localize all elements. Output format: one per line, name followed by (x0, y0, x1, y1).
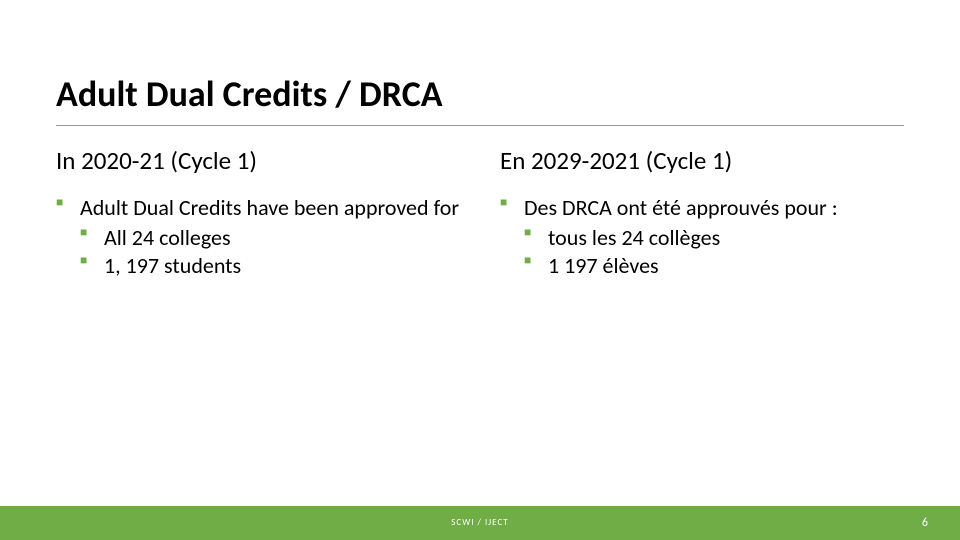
right-heading: En 2029-2021 (Cycle 1) (500, 145, 904, 176)
left-bullet-1-text: Adult Dual Credits have been approved fo… (80, 194, 459, 221)
left-column: In 2020-21 (Cycle 1) Adult Dual Credits … (56, 145, 460, 280)
right-sub-1: tous les 24 collèges (524, 224, 904, 252)
left-list: Adult Dual Credits have been approved fo… (56, 194, 460, 280)
right-bullet-1: Des DRCA ont été approuvés pour : tous l… (500, 194, 904, 280)
slide-title: Adult Dual Credits / DRCA (56, 72, 443, 116)
right-sublist: tous les 24 collèges 1 197 élèves (524, 224, 904, 280)
left-bullet-1: Adult Dual Credits have been approved fo… (56, 194, 460, 280)
left-sub-2: 1, 197 students (80, 252, 460, 280)
slide: Adult Dual Credits / DRCA In 2020-21 (Cy… (0, 0, 960, 540)
title-underline (56, 125, 904, 126)
page-number: 6 (922, 506, 928, 540)
right-bullet-1-text: Des DRCA ont été approuvés pour : (524, 194, 838, 221)
left-heading: In 2020-21 (Cycle 1) (56, 145, 460, 176)
right-list: Des DRCA ont été approuvés pour : tous l… (500, 194, 904, 280)
right-sub-2: 1 197 élèves (524, 252, 904, 280)
left-sub-1: All 24 colleges (80, 224, 460, 252)
left-sublist: All 24 colleges 1, 197 students (80, 224, 460, 280)
right-column: En 2029-2021 (Cycle 1) Des DRCA ont été … (500, 145, 904, 280)
footer-label: SCWI / IJECT (0, 506, 960, 540)
content-columns: In 2020-21 (Cycle 1) Adult Dual Credits … (56, 145, 904, 280)
